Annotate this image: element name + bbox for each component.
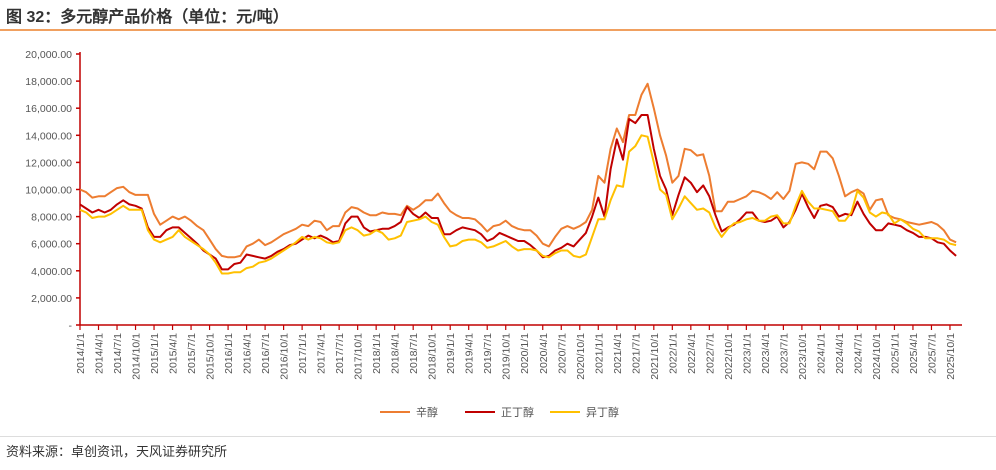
- line-chart: - 2,000.00 4,000.00 6,000.00 8,000.00 10,000.…: [25, 49, 962, 419]
- x-tick-label: 2019/7/1: [482, 333, 494, 374]
- legend-label: 异丁醇: [586, 405, 619, 419]
- x-tick-label: 2024/10/1: [871, 333, 883, 380]
- x-tick-label: 2017/10/1: [353, 333, 365, 380]
- y-tick-label: 6,000.00: [31, 239, 72, 251]
- x-tick-label: 2022/1/1: [667, 333, 679, 374]
- x-tick-label: 2014/1/1: [75, 333, 87, 374]
- x-tick-label: 2020/7/1: [556, 333, 568, 374]
- title-divider: [0, 29, 996, 31]
- y-tick-label: 10,000.00: [25, 185, 72, 197]
- x-tick-label: 2017/1/1: [297, 333, 309, 374]
- series-line-1: [79, 82, 957, 259]
- x-tick-label: 2023/10/1: [797, 333, 809, 380]
- x-tick-label: 2015/7/1: [186, 333, 198, 374]
- x-tick-label: 2015/1/1: [149, 333, 161, 374]
- x-tick-label: 2019/1/1: [445, 333, 457, 374]
- x-tick-label: 2016/10/1: [279, 333, 291, 380]
- x-tick-label: 2020/4/1: [538, 333, 550, 374]
- x-tick-label: 2021/10/1: [649, 333, 661, 380]
- x-tick-label: 2023/1/1: [741, 333, 753, 374]
- x-tick-label: 2021/7/1: [630, 333, 642, 374]
- footer-divider: [0, 436, 996, 437]
- x-tick-label: 2021/1/1: [593, 333, 605, 374]
- figure-title: 图 32：多元醇产品价格（单位：元/吨）: [6, 9, 289, 26]
- x-tick-label: 2019/10/1: [501, 333, 513, 380]
- source-note: 资料来源：卓创资讯，天风证券研究所: [6, 444, 228, 459]
- x-tick-label: 2015/10/1: [205, 333, 217, 380]
- x-tick-label: 2021/4/1: [612, 333, 624, 374]
- x-tick-label: 2025/4/1: [908, 333, 920, 374]
- y-tick-label: 16,000.00: [25, 103, 72, 115]
- y-tick-label: 14,000.00: [25, 130, 72, 142]
- y-tick-label: 12,000.00: [25, 157, 72, 169]
- x-tick-label: 2022/4/1: [686, 333, 698, 374]
- x-tick-label: 2022/10/1: [723, 333, 735, 380]
- x-tick-label: 2023/4/1: [760, 333, 772, 374]
- x-tick-label: 2022/7/1: [704, 333, 716, 374]
- x-tick-label: 2014/4/1: [94, 333, 106, 374]
- x-tick-label: 2018/10/1: [427, 333, 439, 380]
- y-tick-label: 8,000.00: [31, 212, 72, 224]
- y-tick-label: 2,000.00: [31, 293, 72, 305]
- x-tick-label: 2024/4/1: [834, 333, 846, 374]
- x-tick-label: 2018/1/1: [371, 333, 383, 374]
- x-tick-label: 2017/7/1: [334, 333, 346, 374]
- x-tick-label: 2020/10/1: [575, 333, 587, 380]
- x-tick-label: 2024/7/1: [852, 333, 864, 374]
- y-tick-label: 20,000.00: [25, 49, 72, 61]
- x-tick-label: 2023/7/1: [778, 333, 790, 374]
- legend-label: 辛醇: [416, 405, 438, 419]
- y-tick-label: 18,000.00: [25, 76, 72, 88]
- x-tick-label: 2025/10/1: [945, 333, 957, 380]
- y-tick-label: 4,000.00: [31, 266, 72, 278]
- y-tick-label: -: [69, 320, 73, 332]
- legend-label: 正丁醇: [501, 405, 534, 419]
- series-line-3: [79, 134, 957, 275]
- x-tick-label: 2019/4/1: [464, 333, 476, 374]
- x-tick-label: 2025/1/1: [889, 333, 901, 374]
- x-tick-label: 2014/7/1: [112, 333, 124, 374]
- x-tick-label: 2025/7/1: [926, 333, 938, 374]
- x-tick-label: 2016/1/1: [223, 333, 235, 374]
- x-tick-label: 2015/4/1: [168, 333, 180, 374]
- x-tick-label: 2016/7/1: [260, 333, 272, 374]
- x-tick-label: 2016/4/1: [242, 333, 254, 374]
- x-tick-label: 2017/4/1: [316, 333, 328, 374]
- x-tick-label: 2024/1/1: [815, 333, 827, 374]
- x-tick-label: 2014/10/1: [131, 333, 143, 380]
- x-tick-label: 2018/4/1: [390, 333, 402, 374]
- x-tick-label: 2020/1/1: [519, 333, 531, 374]
- x-tick-label: 2018/7/1: [408, 333, 420, 374]
- series-line-2: [79, 114, 957, 271]
